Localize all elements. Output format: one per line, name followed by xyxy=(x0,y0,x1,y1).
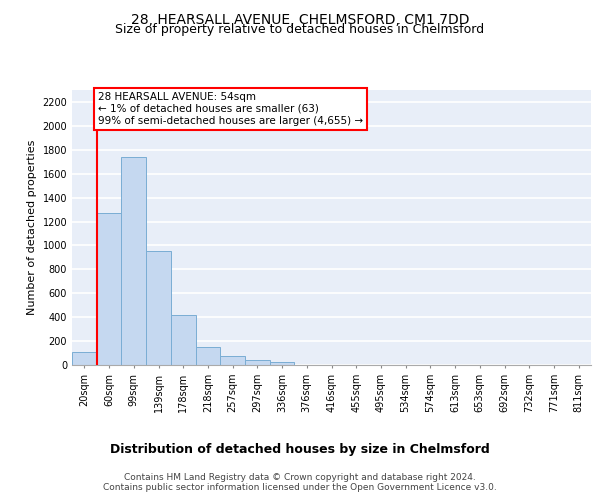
Bar xyxy=(270,362,295,365)
Bar xyxy=(220,356,245,365)
Bar xyxy=(121,157,146,365)
Bar xyxy=(196,347,220,365)
Bar xyxy=(171,316,196,365)
Text: Size of property relative to detached houses in Chelmsford: Size of property relative to detached ho… xyxy=(115,22,485,36)
Bar xyxy=(245,360,270,365)
Text: Contains public sector information licensed under the Open Government Licence v3: Contains public sector information licen… xyxy=(103,484,497,492)
Y-axis label: Number of detached properties: Number of detached properties xyxy=(27,140,37,315)
Text: Contains HM Land Registry data © Crown copyright and database right 2024.: Contains HM Land Registry data © Crown c… xyxy=(124,472,476,482)
Text: 28, HEARSALL AVENUE, CHELMSFORD, CM1 7DD: 28, HEARSALL AVENUE, CHELMSFORD, CM1 7DD xyxy=(131,12,469,26)
Bar xyxy=(72,352,97,365)
Text: 28 HEARSALL AVENUE: 54sqm
← 1% of detached houses are smaller (63)
99% of semi-d: 28 HEARSALL AVENUE: 54sqm ← 1% of detach… xyxy=(98,92,363,126)
Text: Distribution of detached houses by size in Chelmsford: Distribution of detached houses by size … xyxy=(110,442,490,456)
Bar xyxy=(97,213,121,365)
Bar xyxy=(146,252,171,365)
